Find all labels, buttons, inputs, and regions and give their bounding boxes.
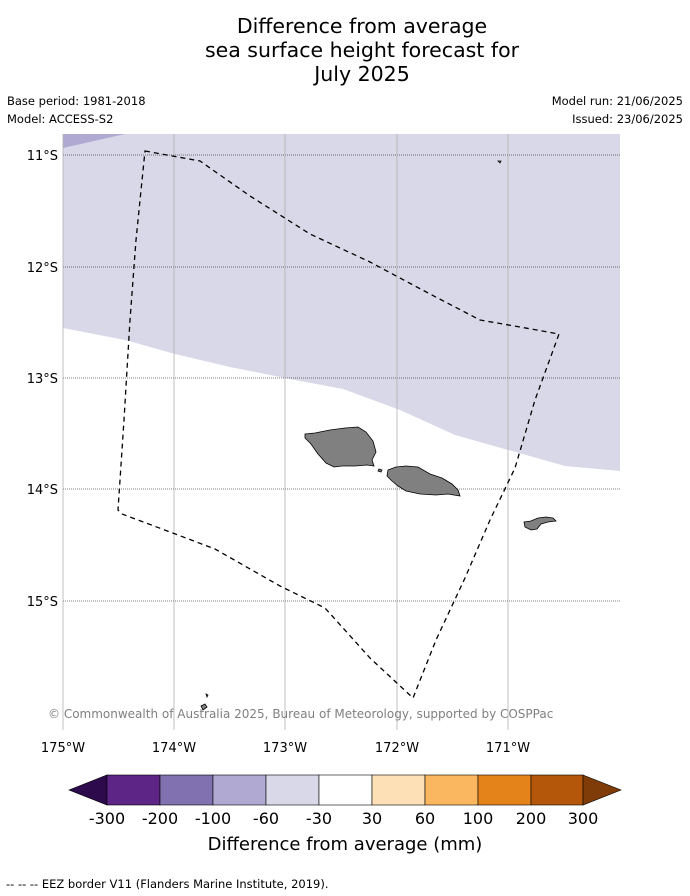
colorbar-label-minus30: -30 [306,809,332,828]
land-masses [200,160,557,711]
lat-label-13s: 13°S [27,372,58,387]
lat-label-11s: 11°S [27,149,58,164]
colorbar-swatch-1 [106,774,161,806]
model-label: Model: ACCESS-S2 [7,112,114,126]
colorbar-swatch-5 [318,774,373,806]
eez-border [117,150,560,700]
lon-label-172w: 172°W [375,741,419,756]
island-upolu [386,465,461,497]
island-south-small [205,693,209,699]
colorbar-swatch-2 [159,774,214,806]
colorbar-label-300: 300 [568,809,599,828]
copyright-notice: © Commonwealth of Australia 2025, Bureau… [48,707,554,721]
colorbar-label-100: 100 [463,809,494,828]
colorbar-label-200: 200 [516,809,547,828]
colorbar-label-minus100: -100 [195,809,231,828]
lat-label-14s: 14°S [27,483,58,498]
colorbar-swatch-8 [477,774,532,806]
lon-label-175w: 175°W [41,741,85,756]
colorbar-extend-low [68,774,108,806]
colorbar-swatch-9 [530,774,584,806]
island-swains [497,160,502,164]
issued-label: Issued: 23/06/2025 [572,112,683,126]
map-title: Difference from average sea surface heig… [0,14,690,86]
colorbar-label-minus60: -60 [253,809,279,828]
island-savaii [304,426,377,468]
eez-legend: -- -- -- EEZ border V11 (Flanders Marine… [6,877,329,891]
colorbar-swatch-6 [371,774,426,806]
colorbar [68,774,622,806]
colorbar-swatch-7 [424,774,479,806]
colorbar-label-30: 30 [362,809,382,828]
latitude-gridlines [63,154,620,602]
base-period-label: Base period: 1981-2018 [7,94,146,108]
colorbar-swatch-3 [212,774,267,806]
island-tutuila [523,516,557,531]
title-line-3: July 2025 [314,62,410,86]
island-south [200,703,208,711]
lat-label-12s: 12°S [27,261,58,276]
lon-label-171w: 171°W [486,741,530,756]
anomaly-band-minus60-100 [63,134,125,148]
colorbar-label-60: 60 [415,809,435,828]
anomaly-band-minus30-60 [63,134,620,471]
island-manono [377,468,383,473]
colorbar-label-minus300: -300 [89,809,125,828]
title-line-1: Difference from average [236,14,488,38]
colorbar-label-minus200: -200 [142,809,178,828]
lat-label-15s: 15°S [27,595,58,610]
longitude-gridlines [62,134,509,730]
lon-label-173w: 173°W [263,741,307,756]
colorbar-swatch-4 [265,774,320,806]
model-run-label: Model run: 21/06/2025 [551,94,683,108]
title-line-2: sea surface height forecast for [204,38,520,62]
colorbar-extend-high [582,774,622,806]
colorbar-title: Difference from average (mm) [208,834,483,855]
lon-label-174w: 174°W [152,741,196,756]
